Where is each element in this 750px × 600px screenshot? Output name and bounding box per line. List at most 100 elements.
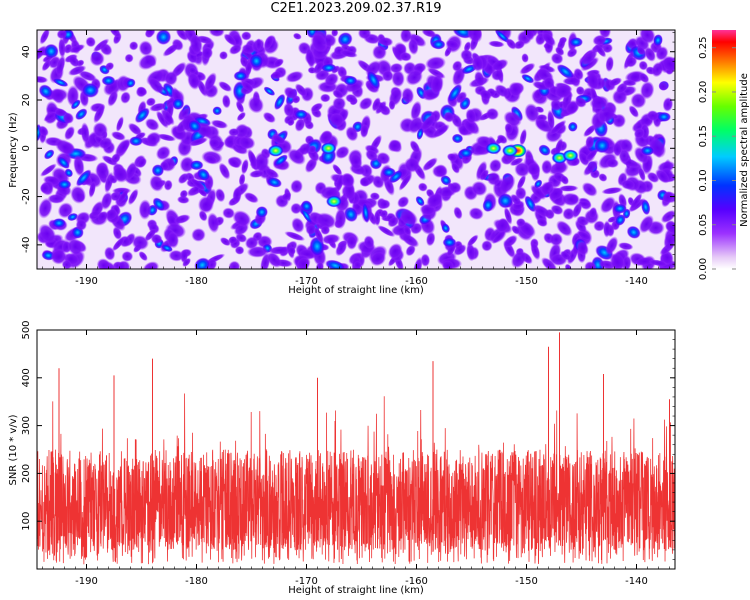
heatmap-cell [592, 34, 607, 46]
snr-series-line [37, 393, 675, 565]
heatmap-cell [550, 204, 564, 215]
x-tick-label: -170 [295, 576, 318, 587]
heatmap-cell [346, 234, 358, 250]
heatmap-cell [572, 202, 583, 219]
heatmap-cell [189, 177, 207, 191]
heatmap-cell [187, 71, 201, 90]
colorbar-ticks: 0.00 0.05 0.10 0.15 0.20 0.25 [698, 37, 736, 280]
heatmap-cell [543, 76, 555, 90]
heatmap-cell [471, 55, 484, 72]
heatmap-cell [561, 192, 581, 207]
heatmap-cell [52, 78, 69, 87]
heatmap-cell [655, 168, 670, 184]
heatmap-cell [162, 42, 180, 57]
heatmap-cell [343, 206, 358, 223]
heatmap-cell [441, 223, 451, 234]
heatmap-cell [399, 209, 418, 226]
heatmap-cell [658, 81, 668, 91]
heatmap-cell [209, 138, 221, 149]
heatmap-cell [67, 237, 84, 256]
heatmap-cell [227, 157, 241, 169]
heatmap-cell [509, 157, 524, 167]
snr-frame [36, 329, 676, 570]
y-tick-label: -40 [21, 237, 32, 253]
heatmap-cell [300, 200, 313, 213]
heatmap-cell [498, 174, 516, 194]
heatmap-cell [100, 191, 113, 210]
heatmap-cell [219, 237, 231, 247]
heatmap-cell [622, 79, 637, 87]
heatmap-cell [171, 97, 185, 110]
heatmap-cell [603, 220, 611, 238]
heatmap-cell [605, 158, 619, 169]
heatmap-cell [57, 156, 70, 169]
heatmap-cell [663, 231, 675, 251]
heatmap-cell [315, 212, 337, 229]
heatmap-cell [179, 156, 195, 173]
heatmap-cell [212, 106, 222, 116]
heatmap-cell [612, 142, 622, 157]
heatmap-frame [36, 29, 676, 270]
heatmap-cell [494, 84, 510, 98]
heatmap-cell [474, 70, 485, 87]
heatmap-cell [93, 103, 106, 124]
heatmap-cell [558, 185, 579, 192]
heatmap-cell [523, 30, 535, 41]
heatmap-cell [401, 233, 420, 248]
heatmap-cell [404, 157, 420, 173]
heatmap-y-axis: -40 -20 0 20 40 [21, 32, 675, 265]
heatmap-cell [638, 72, 650, 84]
heatmap-cell [290, 179, 303, 194]
heatmap-cell [339, 49, 358, 58]
heatmap-cell [453, 244, 467, 256]
heatmap-cell [349, 153, 363, 171]
heatmap-cell [381, 70, 394, 82]
heatmap-cell [262, 111, 276, 124]
heatmap-cell [201, 46, 214, 60]
heatmap-cell [111, 236, 126, 252]
heatmap-cell [337, 32, 353, 47]
heatmap-cell [371, 97, 381, 112]
heatmap-cell [609, 252, 626, 269]
heatmap-cell [116, 138, 131, 156]
heatmap-cell [388, 170, 404, 184]
heatmap-cell [471, 180, 488, 197]
heatmap-cell [208, 30, 225, 38]
heatmap-cell [310, 102, 324, 113]
heatmap-cell [399, 51, 412, 62]
heatmap-cell [644, 46, 656, 62]
heatmap-cell [581, 182, 598, 197]
heatmap-cell [560, 175, 569, 185]
heatmap-hotspot [320, 142, 337, 155]
heatmap-y-label: Frequency (Hz) [8, 112, 19, 188]
heatmap-cell [210, 119, 229, 129]
heatmap-hotspot [343, 75, 358, 86]
heatmap-cell [420, 114, 436, 131]
heatmap-cell [554, 137, 564, 157]
heatmap-cell [639, 30, 656, 44]
heatmap-cell [196, 168, 211, 182]
heatmap-cell [481, 240, 493, 252]
heatmap-cell [534, 179, 543, 189]
heatmap-hotspots [52, 37, 671, 248]
heatmap-cell [38, 197, 53, 219]
heatmap-cell [549, 119, 567, 136]
heatmap-cell [426, 192, 444, 209]
heatmap-cell [514, 186, 527, 200]
heatmap-cell [510, 250, 527, 269]
heatmap-cell [425, 56, 447, 71]
heatmap-cell [92, 121, 108, 138]
x-tick-label: -180 [185, 576, 208, 587]
heatmap-cell [75, 108, 88, 121]
heatmap-cell [486, 171, 501, 186]
heatmap-cell [515, 217, 526, 228]
heatmap-cell [587, 71, 600, 91]
heatmap-cell [524, 103, 540, 123]
heatmap-cell [54, 108, 67, 117]
heatmap-cell [73, 154, 85, 177]
heatmap-cell [503, 234, 518, 248]
heatmap-cell [451, 133, 464, 144]
heatmap-cell [166, 231, 180, 249]
heatmap-cell [124, 53, 134, 63]
heatmap-cell [379, 199, 391, 210]
